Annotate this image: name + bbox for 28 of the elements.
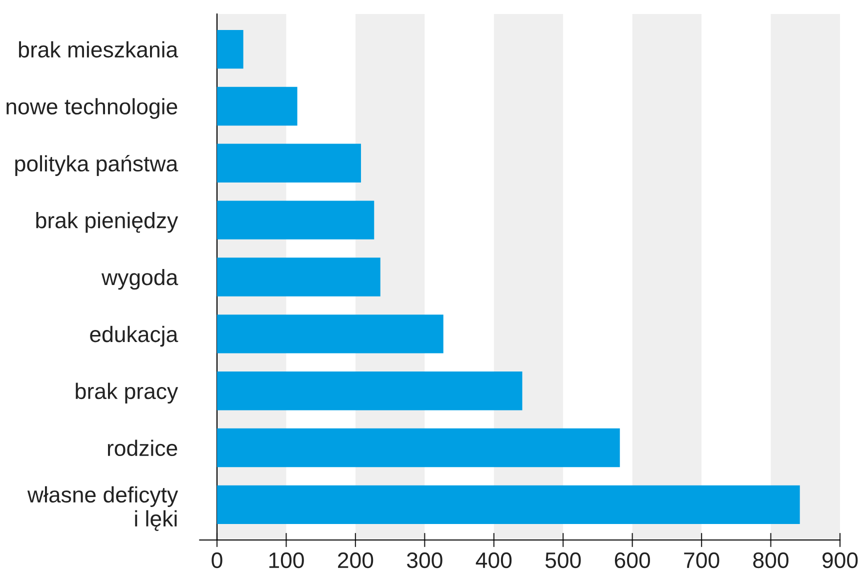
y-tick-label: brak pieniędzy xyxy=(36,212,178,233)
y-tick-label: brak mieszkania xyxy=(18,41,178,58)
y-tick-label: wygoda xyxy=(101,268,178,290)
x-tick-label: 100 xyxy=(269,552,304,568)
bar xyxy=(217,30,244,69)
x-tick-label: 500 xyxy=(545,552,581,568)
bar xyxy=(217,372,522,410)
x-tick-label: 0 xyxy=(212,552,222,568)
x-tick-label: 200 xyxy=(338,552,374,568)
y-tick-label: nowe technologie xyxy=(6,98,178,119)
y-tick-label: brak pracy xyxy=(76,382,178,404)
x-tick-label: 600 xyxy=(614,552,650,568)
x-tick-label: 300 xyxy=(406,552,442,568)
bar xyxy=(217,428,620,468)
bar xyxy=(217,144,361,182)
bar xyxy=(217,314,444,354)
bar xyxy=(217,258,380,296)
x-tick-label: 900 xyxy=(822,552,858,568)
bar xyxy=(217,485,800,524)
x-tick-label: 700 xyxy=(684,552,720,568)
x-tick-label: 800 xyxy=(753,552,788,568)
x-tick-label: 400 xyxy=(476,552,512,568)
y-tick-label: własne deficyty i lęki xyxy=(27,486,178,531)
y-tick-label: rodzice xyxy=(108,440,178,456)
bar xyxy=(217,86,298,126)
y-tick-label: polityka państwa xyxy=(15,154,178,176)
bar xyxy=(217,200,374,240)
y-tick-label: edukacja xyxy=(90,326,178,347)
